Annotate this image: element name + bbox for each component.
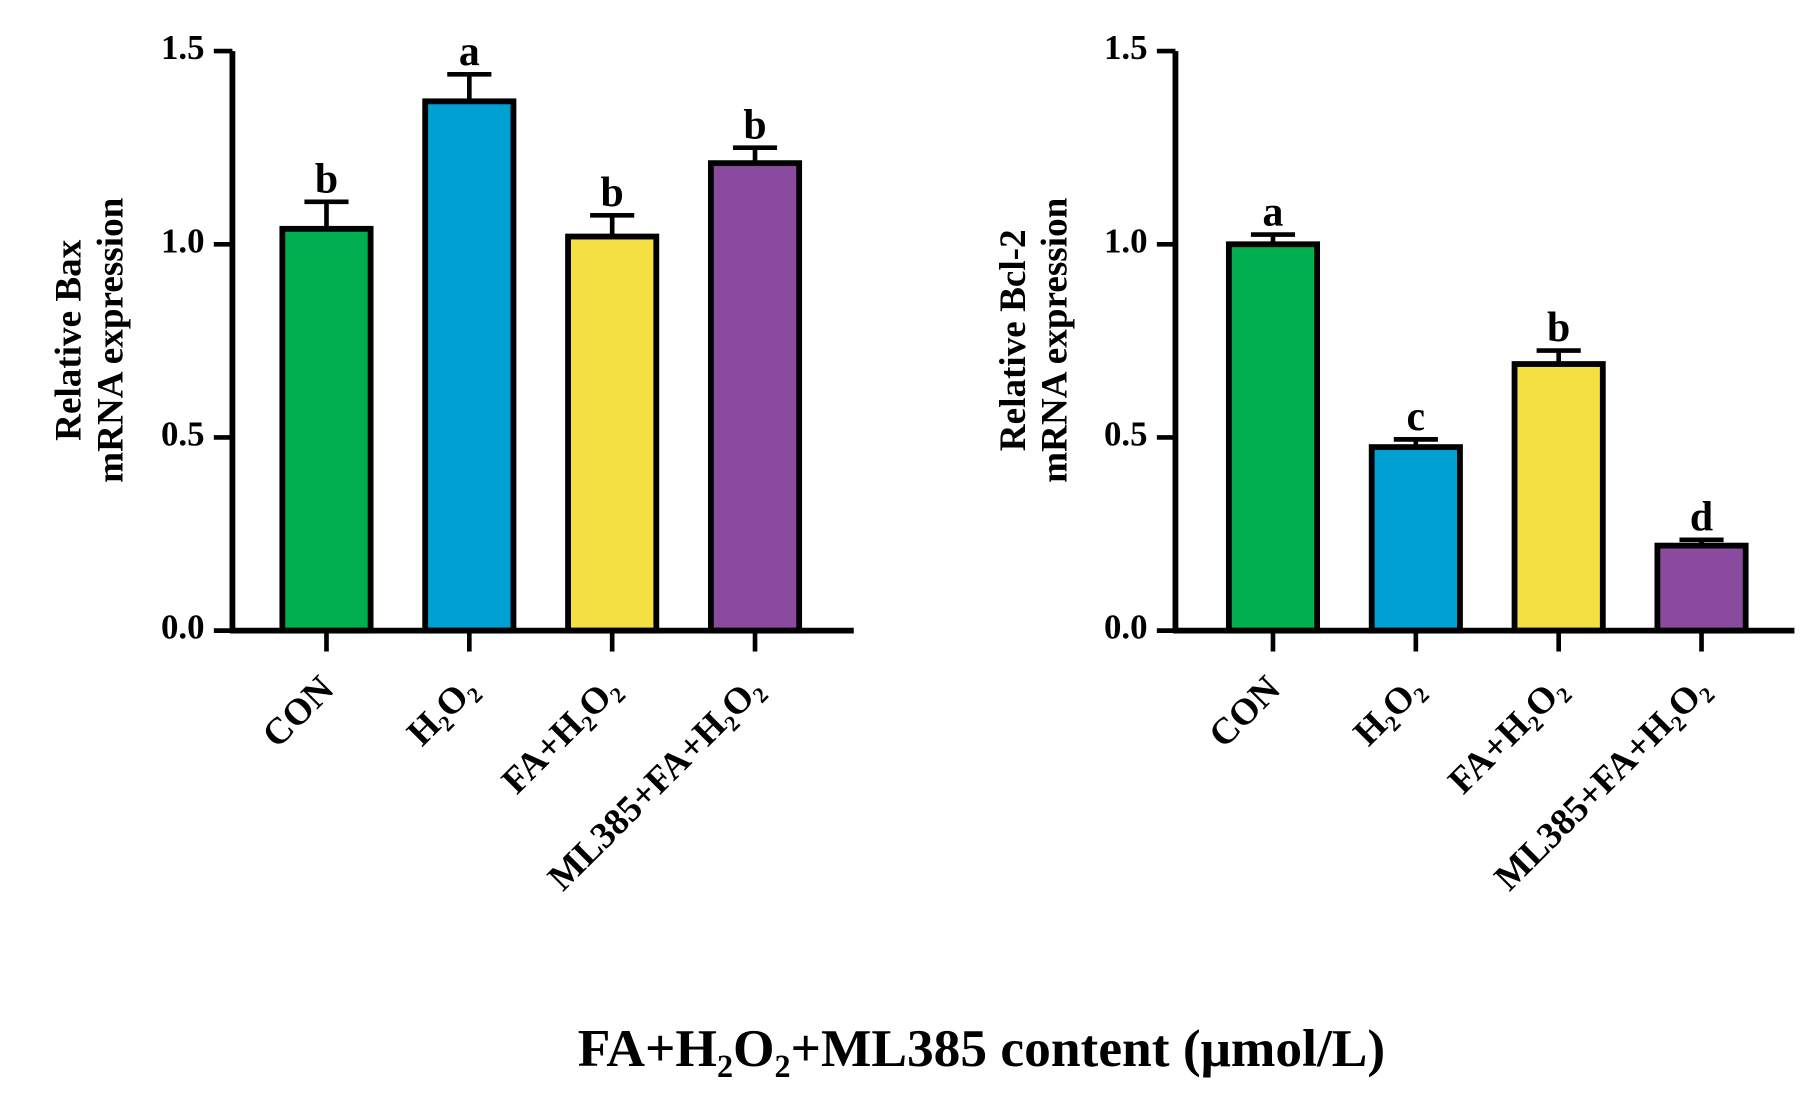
significance-letter: b bbox=[1547, 305, 1570, 351]
x-tick-label: CON bbox=[255, 668, 342, 755]
y-tick-label: 0.0 bbox=[161, 608, 205, 647]
y-axis-title: mRNA expression bbox=[1035, 197, 1076, 483]
x-tick-label: FA+H₂O₂ bbox=[1441, 668, 1575, 802]
bar bbox=[565, 233, 660, 634]
significance-letter: b bbox=[601, 170, 624, 216]
x-tick-label: FA+H₂O₂ bbox=[494, 668, 628, 802]
significance-letter: c bbox=[1407, 394, 1426, 440]
y-tick-label: 1.0 bbox=[161, 221, 205, 260]
y-tick-label: 1.5 bbox=[1104, 28, 1148, 67]
significance-letter: d bbox=[1690, 495, 1713, 541]
bar bbox=[707, 160, 803, 634]
bar bbox=[1368, 444, 1463, 634]
bar bbox=[1511, 361, 1606, 634]
x-axis-title: FA+H₂O₂+ML385 content (μmol/L) bbox=[578, 1018, 1385, 1078]
y-axis-title: Relative Bax bbox=[49, 239, 90, 441]
bar bbox=[422, 98, 517, 634]
y-tick-label: 1.0 bbox=[1104, 221, 1148, 260]
significance-letter: b bbox=[743, 102, 766, 148]
bar bbox=[1225, 241, 1321, 634]
y-axis-title: Relative Bcl-2 bbox=[993, 229, 1034, 451]
x-tick-label: CON bbox=[1201, 668, 1288, 755]
x-tick-label: H₂O₂ bbox=[1346, 668, 1432, 754]
x-tick-label: H₂O₂ bbox=[399, 668, 485, 754]
bar bbox=[1654, 542, 1749, 634]
y-axis-title: mRNA expression bbox=[90, 197, 131, 483]
significance-letter: a bbox=[459, 29, 480, 75]
significance-letter: a bbox=[1263, 189, 1284, 235]
y-tick-label: 0.5 bbox=[161, 414, 205, 453]
bar bbox=[279, 225, 374, 634]
y-tick-label: 0.0 bbox=[1104, 608, 1148, 647]
y-tick-label: 0.5 bbox=[1104, 414, 1148, 453]
y-tick-label: 1.5 bbox=[161, 28, 205, 67]
significance-letter: b bbox=[315, 156, 338, 202]
